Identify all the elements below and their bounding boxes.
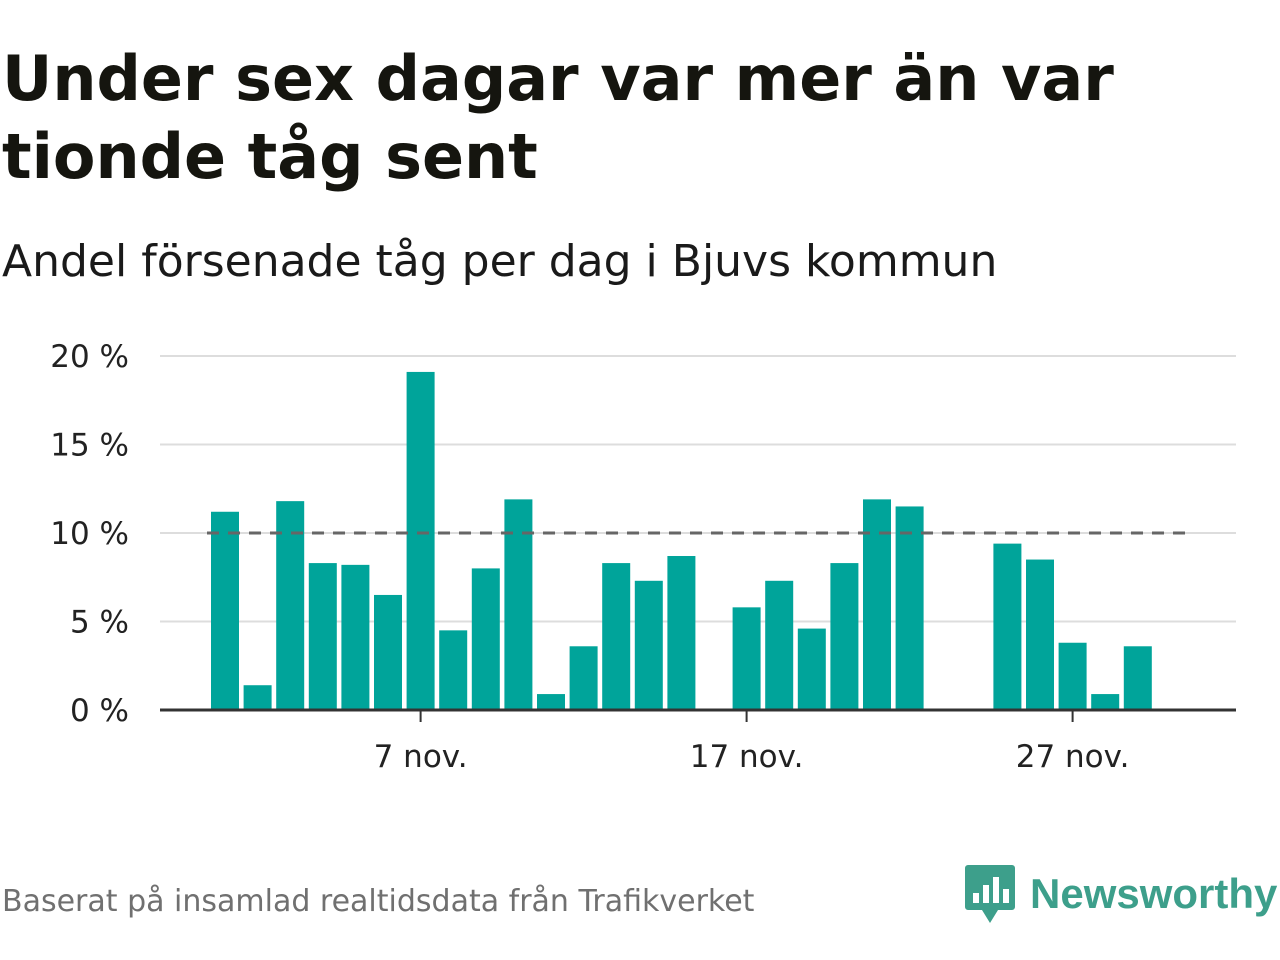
bar[interactable] <box>1123 646 1152 710</box>
bars <box>211 371 1152 710</box>
bar[interactable] <box>243 685 272 710</box>
bar[interactable] <box>1026 559 1054 710</box>
x-tick-label: 17 nov. <box>690 739 804 775</box>
bar[interactable] <box>537 694 565 710</box>
bar[interactable] <box>308 563 337 710</box>
bar[interactable] <box>830 563 859 710</box>
tick-labels: 0 % 5 % 10 % 15 % 20 % 7 nov. 17 nov. 27 nov. <box>50 339 1129 775</box>
bar[interactable] <box>471 568 500 710</box>
bar[interactable] <box>667 556 696 710</box>
bar[interactable] <box>569 646 598 710</box>
bar[interactable] <box>993 543 1022 710</box>
bar[interactable] <box>504 499 533 710</box>
y-tick-label: 15 % <box>50 428 129 464</box>
chart-subtitle: Andel försenade tåg per dag i Bjuvs komm… <box>2 236 998 287</box>
bar[interactable] <box>797 628 826 710</box>
bar[interactable] <box>765 580 794 710</box>
y-tick-label: 5 % <box>70 605 129 641</box>
bar[interactable] <box>732 607 761 710</box>
y-tick-label: 10 % <box>50 516 129 552</box>
source-note: Baserat på insamlad realtidsdata från Tr… <box>2 884 755 919</box>
chart-title: Under sex dagar var mer än var tionde tå… <box>2 42 1114 193</box>
x-tick-label: 7 nov. <box>374 739 468 775</box>
x-tick-label: 27 nov. <box>1016 739 1130 775</box>
bar[interactable] <box>634 580 663 710</box>
bar[interactable] <box>439 630 468 710</box>
bar[interactable] <box>211 511 239 710</box>
bar[interactable] <box>602 563 631 710</box>
bar[interactable] <box>406 371 435 710</box>
bar[interactable] <box>1091 694 1120 710</box>
bar[interactable] <box>374 594 402 710</box>
bar-chart-speech-bubble-icon <box>965 865 1015 923</box>
bar[interactable] <box>895 506 924 710</box>
y-tick-label: 0 % <box>70 693 129 729</box>
bar[interactable] <box>276 501 305 710</box>
brand-logo[interactable]: Newsworthy <box>964 862 1277 926</box>
axes <box>160 708 1236 722</box>
bar[interactable] <box>1058 642 1087 710</box>
bar[interactable] <box>863 499 891 710</box>
brand-name: Newsworthy <box>1030 870 1278 917</box>
y-tick-label: 20 % <box>50 339 129 375</box>
bar[interactable] <box>341 564 370 710</box>
